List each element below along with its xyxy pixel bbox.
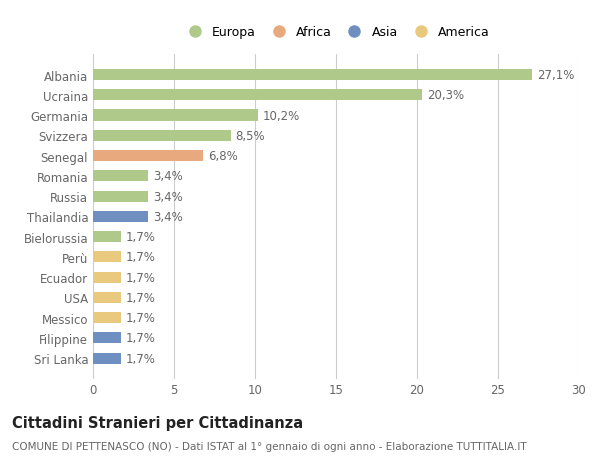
- Bar: [93, 252, 121, 263]
- Bar: [93, 272, 121, 283]
- Text: 3,4%: 3,4%: [153, 210, 182, 224]
- Bar: [93, 110, 258, 121]
- Bar: [93, 151, 203, 162]
- Bar: [93, 313, 121, 324]
- Bar: [93, 333, 121, 344]
- Text: 3,4%: 3,4%: [153, 190, 182, 203]
- Bar: [93, 211, 148, 223]
- Text: 10,2%: 10,2%: [263, 109, 301, 122]
- Bar: [93, 90, 422, 101]
- Text: 1,7%: 1,7%: [125, 352, 155, 365]
- Text: 20,3%: 20,3%: [427, 89, 464, 102]
- Text: 1,7%: 1,7%: [125, 251, 155, 264]
- Text: 1,7%: 1,7%: [125, 332, 155, 345]
- Text: 27,1%: 27,1%: [537, 69, 574, 82]
- Text: 1,7%: 1,7%: [125, 230, 155, 244]
- Text: COMUNE DI PETTENASCO (NO) - Dati ISTAT al 1° gennaio di ogni anno - Elaborazione: COMUNE DI PETTENASCO (NO) - Dati ISTAT a…: [12, 441, 527, 451]
- Text: 6,8%: 6,8%: [208, 150, 238, 162]
- Text: 1,7%: 1,7%: [125, 291, 155, 304]
- Text: 1,7%: 1,7%: [125, 271, 155, 284]
- Bar: [93, 130, 230, 141]
- Bar: [93, 191, 148, 202]
- Bar: [93, 292, 121, 303]
- Text: 1,7%: 1,7%: [125, 312, 155, 325]
- Text: 8,5%: 8,5%: [236, 129, 265, 142]
- Text: Cittadini Stranieri per Cittadinanza: Cittadini Stranieri per Cittadinanza: [12, 415, 303, 431]
- Bar: [93, 70, 532, 81]
- Bar: [93, 231, 121, 243]
- Legend: Europa, Africa, Asia, America: Europa, Africa, Asia, America: [178, 22, 494, 43]
- Text: 3,4%: 3,4%: [153, 170, 182, 183]
- Bar: [93, 171, 148, 182]
- Bar: [93, 353, 121, 364]
